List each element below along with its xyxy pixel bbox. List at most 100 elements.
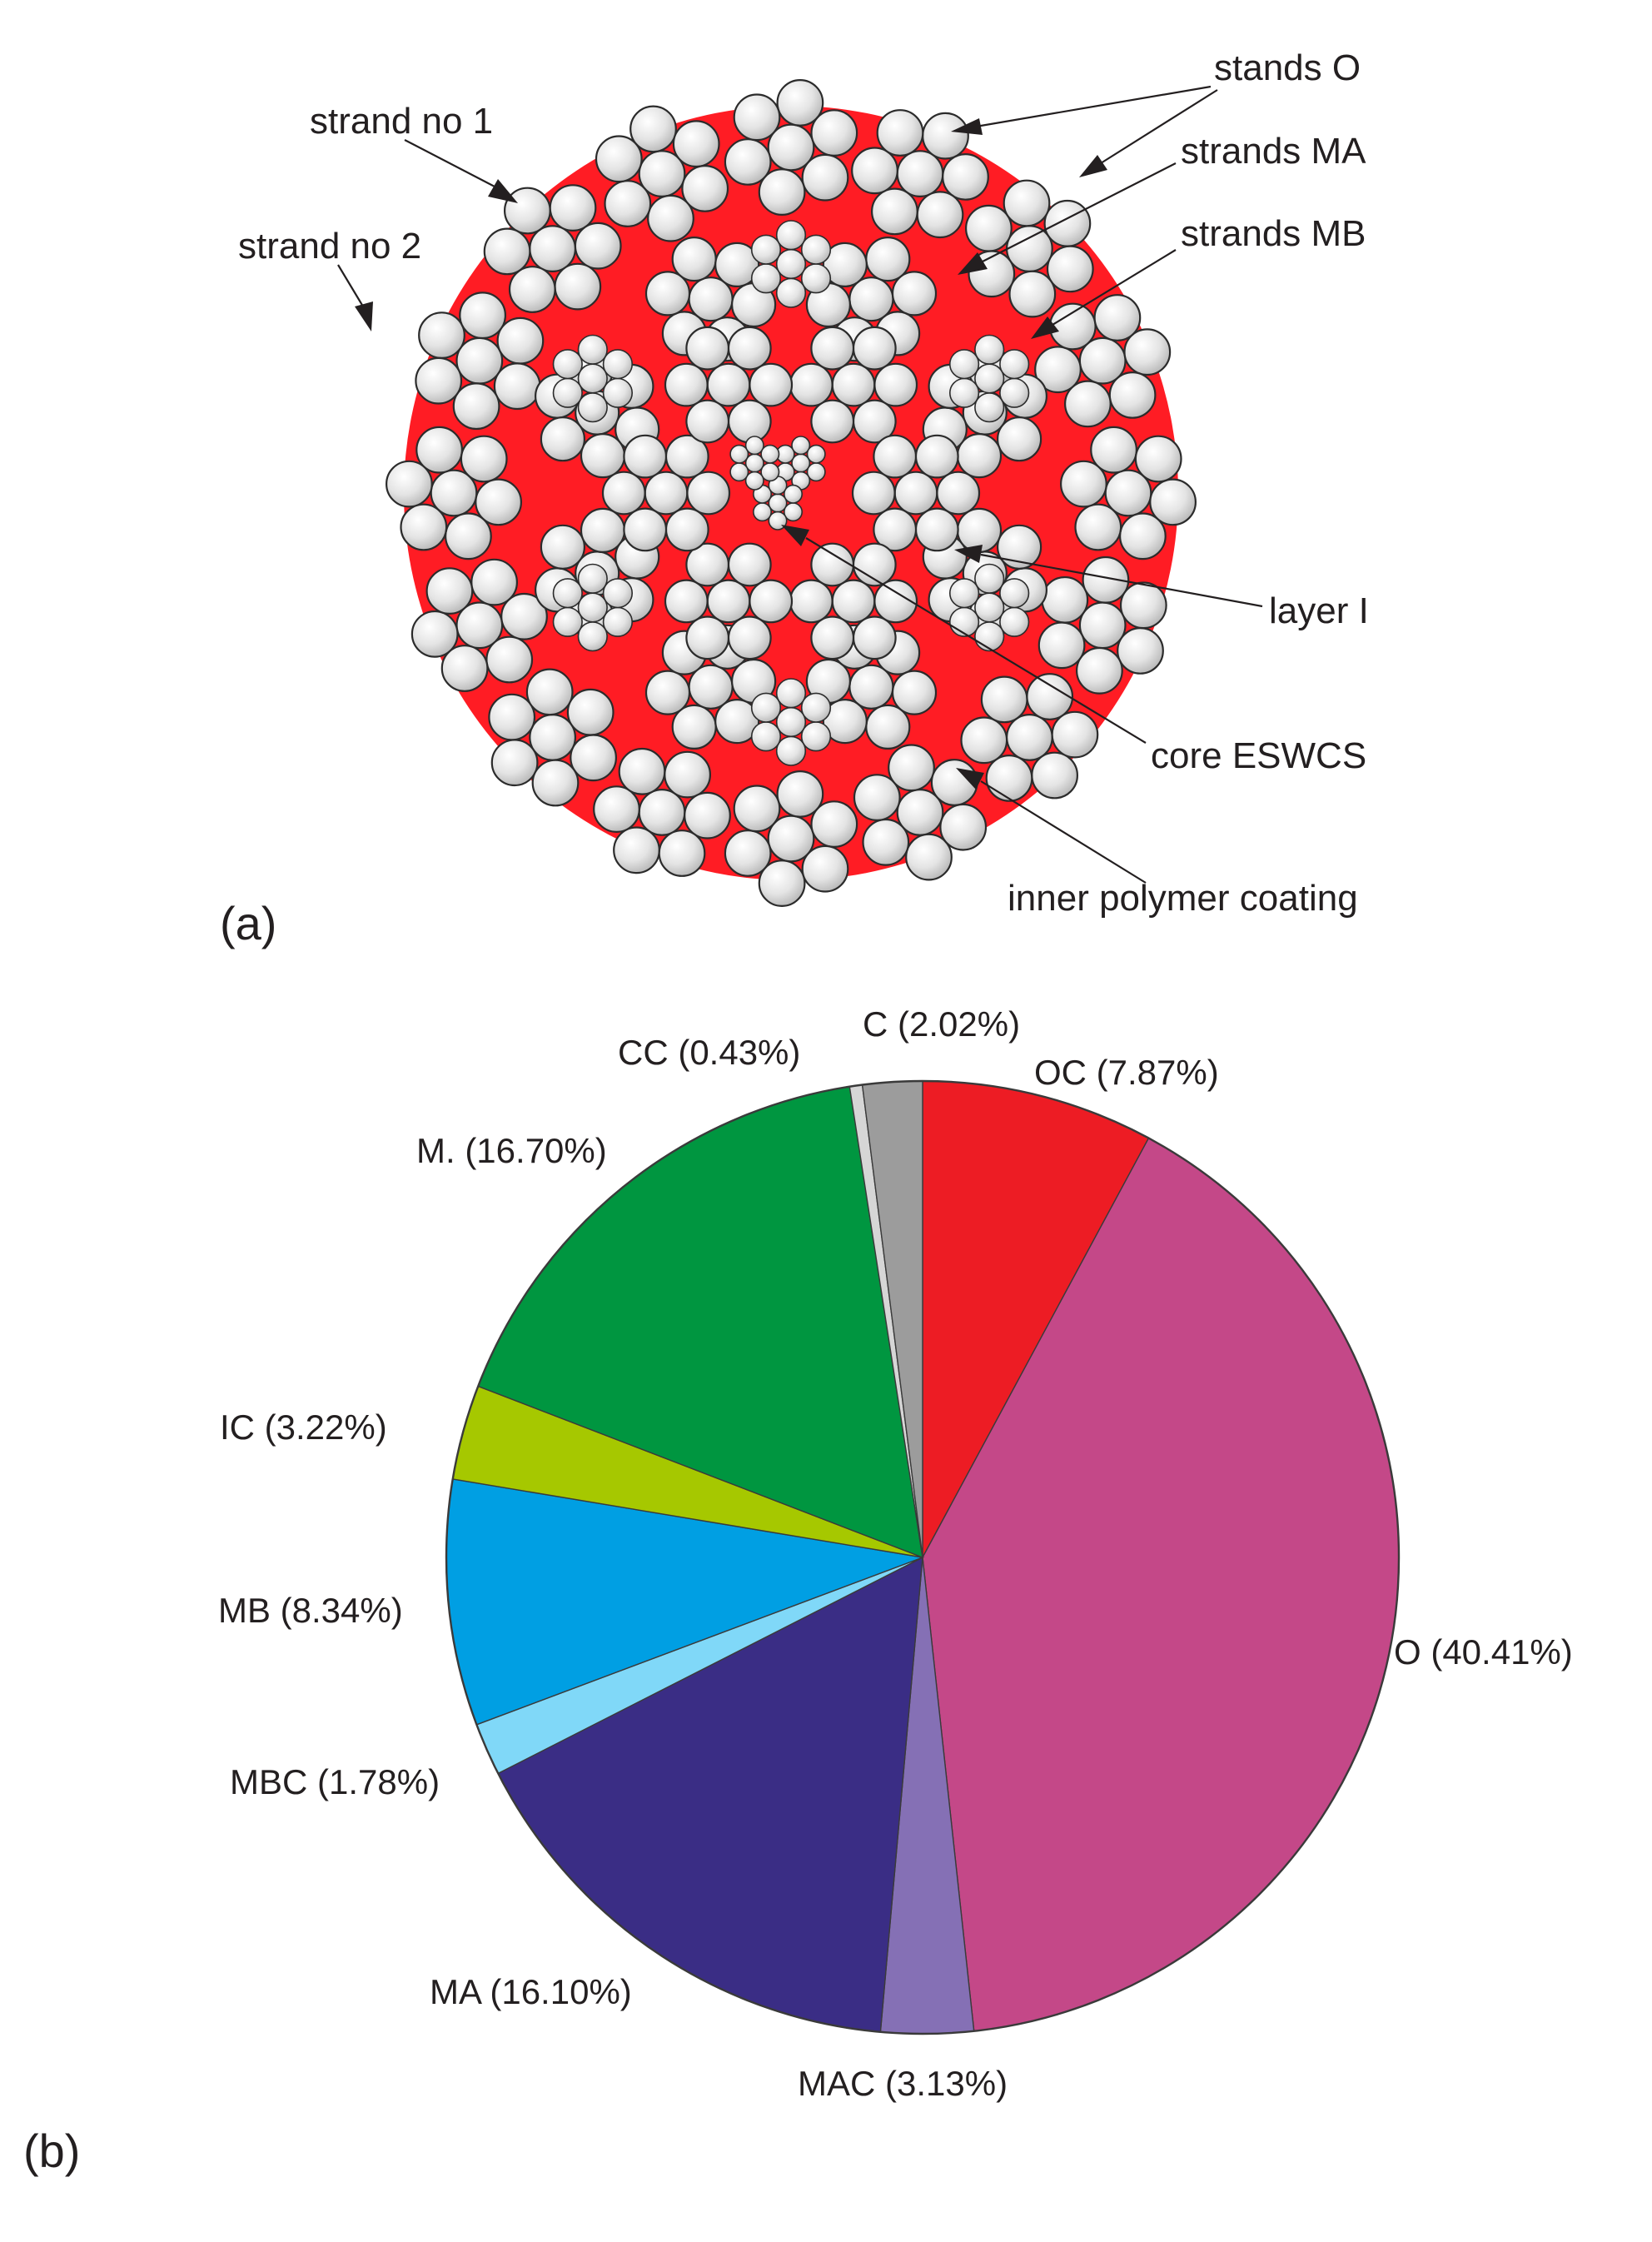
- wire: [415, 426, 463, 474]
- wire: [552, 606, 583, 637]
- wire: [647, 194, 694, 242]
- wire: [604, 180, 652, 227]
- wire: [896, 150, 944, 198]
- leader-layer-i: [980, 553, 1263, 608]
- pie-label-ma: MA (16.10%): [430, 1972, 632, 2011]
- strand-small: [552, 563, 634, 652]
- strand-large: [851, 109, 989, 239]
- wire: [554, 262, 602, 311]
- wire: [552, 578, 583, 609]
- wire: [623, 507, 668, 552]
- wire: [974, 621, 1005, 652]
- wire: [644, 670, 691, 715]
- wire: [685, 615, 730, 660]
- wire: [760, 444, 780, 464]
- wire: [775, 706, 807, 738]
- wire: [974, 392, 1005, 423]
- wire: [452, 382, 500, 431]
- strand-large: [789, 326, 918, 444]
- arrowhead-core-eswcs: [781, 525, 809, 546]
- wire: [752, 502, 772, 522]
- wire: [749, 362, 794, 407]
- wire: [852, 615, 897, 660]
- wire: [664, 750, 711, 799]
- wire: [475, 478, 522, 526]
- wire: [685, 326, 730, 371]
- wire: [1034, 346, 1082, 394]
- wire: [1123, 328, 1172, 376]
- wire: [540, 416, 586, 462]
- arrowhead-strand-no-2: [355, 301, 373, 331]
- wire: [729, 462, 749, 482]
- wire: [724, 830, 772, 877]
- arrowhead-layer-i: [954, 545, 983, 563]
- wire: [1008, 270, 1057, 318]
- strand-large: [664, 326, 794, 444]
- wire: [964, 204, 1013, 252]
- wire: [1026, 673, 1074, 720]
- callout-core-eswcs: core ESWCS: [1151, 735, 1366, 776]
- wire: [386, 460, 433, 508]
- panel-b-label: (b): [23, 2125, 80, 2177]
- wire: [733, 93, 781, 142]
- wire: [577, 563, 608, 594]
- wire: [776, 79, 824, 127]
- wire: [602, 349, 634, 380]
- wire: [810, 615, 855, 660]
- wire: [490, 739, 539, 787]
- wire: [891, 271, 938, 316]
- wire: [1075, 646, 1123, 695]
- wire: [996, 524, 1042, 570]
- wire: [727, 542, 772, 587]
- wire: [873, 507, 918, 552]
- wire: [496, 316, 545, 365]
- wire: [974, 334, 1005, 365]
- wire: [775, 248, 807, 280]
- arrowhead-stands-o-2: [1079, 155, 1107, 177]
- wire: [996, 416, 1042, 462]
- wire: [1119, 581, 1167, 630]
- wire: [613, 826, 660, 874]
- wire: [974, 592, 1005, 623]
- wire: [1059, 460, 1107, 508]
- callout-inner-polymer-coating: inner polymer coating: [1008, 878, 1358, 919]
- wire: [974, 563, 1005, 594]
- strand-large: [644, 624, 777, 750]
- wire: [749, 579, 794, 624]
- wire: [729, 444, 749, 464]
- wire: [629, 105, 677, 153]
- wire: [905, 833, 953, 881]
- strand-large: [644, 237, 777, 362]
- wire: [767, 815, 815, 863]
- wire: [714, 698, 760, 745]
- wire: [485, 635, 534, 684]
- wire: [852, 326, 897, 371]
- wire: [601, 471, 646, 516]
- wire: [577, 363, 608, 394]
- strand-large: [724, 79, 858, 217]
- wire: [999, 606, 1030, 637]
- wire: [810, 399, 855, 444]
- pie-chart: [445, 1079, 1401, 2035]
- wire: [801, 153, 849, 202]
- pie-outline: [445, 1079, 1401, 2035]
- wire: [638, 789, 686, 836]
- wire: [1048, 302, 1097, 351]
- wire: [939, 803, 988, 851]
- leader-stands-o-1: [975, 85, 1212, 128]
- wire: [577, 592, 608, 623]
- pie-label-mbc: MBC (1.78%): [230, 1762, 440, 1801]
- wire: [914, 434, 959, 479]
- wire: [1031, 751, 1078, 800]
- wire: [888, 744, 935, 792]
- wire: [801, 844, 849, 893]
- wire: [810, 326, 855, 371]
- wire: [873, 579, 918, 624]
- strand-large: [789, 542, 918, 660]
- wire: [1003, 179, 1051, 227]
- wire: [500, 592, 548, 640]
- strand-large: [411, 558, 548, 692]
- wire: [1037, 621, 1086, 670]
- wire: [727, 615, 772, 660]
- callout-strand-no-2: strand no 2: [238, 226, 421, 267]
